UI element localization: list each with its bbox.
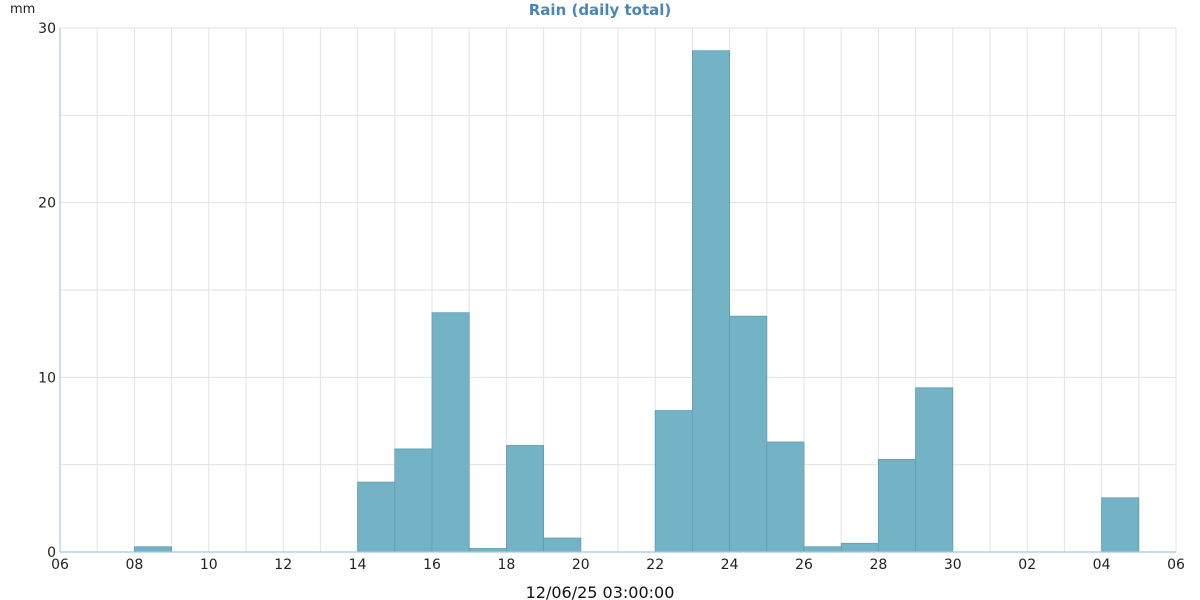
x-tick-label: 14	[349, 557, 367, 573]
bar-15	[357, 481, 396, 553]
x-tick-label: 10	[200, 557, 218, 573]
x-tick-label: 16	[423, 557, 441, 573]
bars	[133, 50, 1140, 553]
chart-title: Rain (daily total)	[529, 1, 671, 19]
x-tick-label: 24	[721, 557, 739, 573]
x-tick-label: 20	[572, 557, 590, 573]
bar-30	[915, 387, 954, 553]
bar-27	[803, 546, 842, 553]
y-tick-label: 10	[38, 370, 56, 386]
bar-25	[729, 315, 768, 553]
x-tick-label: 02	[1018, 557, 1036, 573]
bar-04	[1101, 497, 1140, 553]
y-tick-label: 0	[47, 545, 56, 561]
bar-20	[543, 537, 582, 553]
bar-17	[431, 312, 470, 553]
axes	[59, 28, 1176, 553]
bar-24	[692, 50, 731, 553]
x-tick-label: 12	[274, 557, 292, 573]
bar-28	[840, 542, 879, 553]
x-tick-label: 30	[944, 557, 962, 573]
x-axis-label: 12/06/25 03:00:00	[526, 583, 675, 600]
bar-23	[654, 410, 693, 553]
bar-19	[505, 445, 544, 553]
bar-09	[133, 546, 172, 553]
bar-16	[394, 448, 433, 553]
x-tick-label: 18	[497, 557, 515, 573]
x-tick-label: 22	[646, 557, 664, 573]
x-tick-label: 04	[1093, 557, 1111, 573]
x-tick-label: 06	[1167, 557, 1185, 573]
x-tick-label: 06	[51, 557, 69, 573]
y-tick-label: 30	[38, 21, 56, 37]
bar-29	[878, 459, 917, 553]
bar-26	[766, 441, 805, 553]
x-tick-label: 28	[869, 557, 887, 573]
y-tick-labels: 0 10 20 30	[38, 21, 56, 561]
y-tick-label: 20	[38, 196, 56, 212]
y-axis-unit-label: mm	[10, 2, 35, 17]
x-tick-label: 26	[795, 557, 813, 573]
grid-lines	[60, 27, 1177, 552]
x-tick-label: 08	[125, 557, 143, 573]
x-tick-labels: 06 08 10 12 14 16 18 20 22 24 26 28 30 02 04 06	[51, 557, 1185, 573]
